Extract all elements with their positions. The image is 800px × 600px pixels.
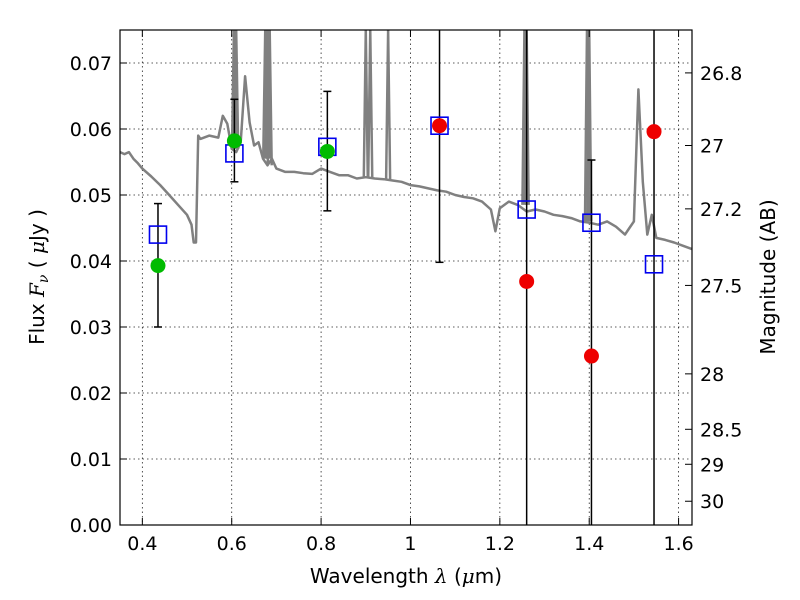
low-significance-point xyxy=(432,118,448,134)
y-tick-label: 0.07 xyxy=(70,53,112,75)
y2-tick-label: 30 xyxy=(700,491,724,513)
sed-emission-spike xyxy=(384,29,392,180)
sed-emission-spike xyxy=(367,29,374,178)
grid-layer xyxy=(120,30,692,526)
detection-point xyxy=(150,258,166,274)
tick-layer: 0.4 0.6 0.8 1 1.2 1.4 1.6 0.00 0.01 0.02 0.03 0.04 0… xyxy=(70,30,742,555)
y-tick-label: 0.02 xyxy=(70,383,112,405)
y2-tick-label: 27.5 xyxy=(700,275,742,297)
model-photometry-square xyxy=(517,200,536,219)
x-axis-label: Wavelength λ (μm) xyxy=(310,564,502,588)
x-tick-label: 1.2 xyxy=(485,533,515,555)
model-photometry-square xyxy=(582,213,601,233)
y-tick-label: 0.04 xyxy=(70,251,112,273)
y2-tick-label: 27.2 xyxy=(700,199,742,221)
x-tick-label: 0.4 xyxy=(127,533,157,555)
y-tick-label: 0.05 xyxy=(70,185,112,207)
low-significance-point xyxy=(583,348,599,364)
sed-emission-spike xyxy=(362,29,370,179)
x-tick-label: 1 xyxy=(404,533,416,555)
y-tick-label: 0.03 xyxy=(70,317,112,339)
y2-axis-label: Magnitude (AB) xyxy=(756,199,780,354)
y-tick-label: 0.01 xyxy=(70,449,112,471)
detection-point xyxy=(319,143,335,159)
plot-frame xyxy=(119,29,693,526)
x-tick-label: 1.6 xyxy=(663,533,693,555)
low-significance-point xyxy=(646,124,662,140)
detection-point xyxy=(226,133,242,149)
model-photometry-square xyxy=(644,255,664,274)
y-tick-label: 0.06 xyxy=(70,119,112,141)
model-photometry-square xyxy=(430,116,449,135)
y2-tick-label: 27 xyxy=(700,136,724,158)
y-axis-label: Flux Fν ( μJy ) xyxy=(25,209,52,345)
x-tick-label: 1.4 xyxy=(574,533,604,555)
x-tick-label: 0.8 xyxy=(306,533,336,555)
x-tick-label: 0.6 xyxy=(217,533,247,555)
plot-layer xyxy=(119,29,693,525)
y2-tick-label: 28 xyxy=(700,364,724,386)
y2-tick-label: 28.5 xyxy=(700,419,742,441)
model-sed-line xyxy=(119,74,693,251)
y-tick-label: 0.00 xyxy=(70,515,112,537)
y2-tick-label: 29 xyxy=(700,454,724,476)
model-photometry-square xyxy=(148,225,168,244)
y2-tick-label: 26.8 xyxy=(700,63,742,85)
low-significance-point xyxy=(519,273,535,289)
